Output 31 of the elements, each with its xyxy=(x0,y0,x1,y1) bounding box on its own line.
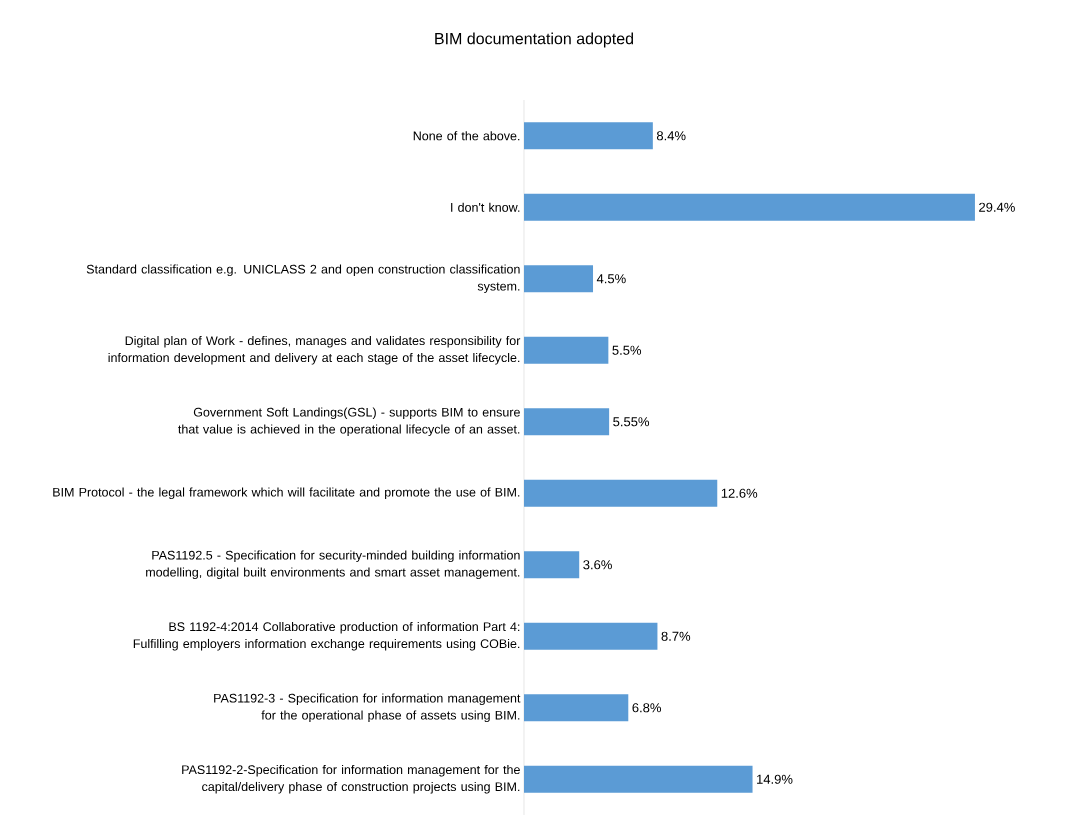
y-tick-label: Government Soft Landings(GSL) - supports BIM to ensure that value is achieved in the operational lifecycle of an asset. xyxy=(178,407,520,437)
bar xyxy=(524,765,753,793)
y-tick-label: PAS1192-3 - Specification for information management for the operational phase of assets using BIM. xyxy=(214,693,521,723)
chart-title: BIM documentation adopted xyxy=(435,32,634,48)
bar xyxy=(524,336,609,364)
y-tick-label: PAS1192.5 - Specification for security-minded building information modelling, digital built environments and smart asset management. xyxy=(146,550,520,580)
y-tick-label: Standard classification e.g. UNICLASS 2 and open construction classification system. xyxy=(86,264,520,294)
bar xyxy=(524,694,629,722)
bar xyxy=(524,622,658,650)
data-label: 8.4% xyxy=(656,131,686,141)
bar xyxy=(524,122,653,150)
data-label: 12.6% xyxy=(721,488,758,498)
bar xyxy=(524,408,610,436)
y-tick-label: BS 1192-4:2014 Collaborative production of information Part 4: Fulfilling employers information exchange requirements using COBie. xyxy=(133,621,520,651)
y-tick-label: I don't know. xyxy=(451,202,520,212)
bar xyxy=(524,479,718,507)
data-label: 5.5% xyxy=(612,345,642,355)
data-label: 14.9% xyxy=(757,774,793,784)
data-label: 3.6% xyxy=(583,560,612,570)
bar xyxy=(524,193,975,221)
y-tick-label: BIM Protocol - the legal framework which will facilitate and promote the use of BIM. xyxy=(53,487,520,500)
y-tick-label: PAS1192-2-Specification for information management for the capital/delivery phase of construction projects using BIM. xyxy=(182,764,520,794)
data-label: 4.5% xyxy=(596,274,626,284)
data-label: 8.7% xyxy=(661,631,691,641)
data-label: 6.8% xyxy=(632,703,662,713)
data-label: 5.55% xyxy=(613,417,650,427)
bar xyxy=(524,551,580,579)
y-tick-label: None of the above. xyxy=(413,131,520,141)
data-label: 29.4% xyxy=(979,202,1015,212)
y-tick-label: Digital plan of Work - defines, manages and validates responsibility for information development and delivery at each stage of the asset lifecycle. xyxy=(108,335,521,365)
bar xyxy=(524,265,594,293)
